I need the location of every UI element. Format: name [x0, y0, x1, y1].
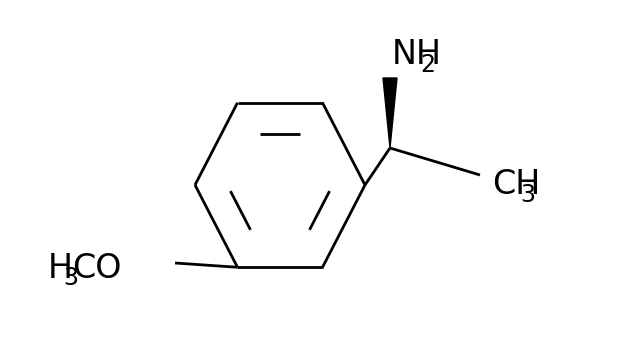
Text: CH: CH [492, 168, 540, 202]
Text: 2: 2 [420, 53, 435, 77]
Polygon shape [383, 78, 397, 148]
Text: H: H [48, 252, 73, 284]
Text: 3: 3 [520, 183, 535, 207]
Text: NH: NH [392, 39, 442, 72]
Text: CO: CO [72, 252, 122, 284]
Text: 3: 3 [63, 266, 78, 290]
